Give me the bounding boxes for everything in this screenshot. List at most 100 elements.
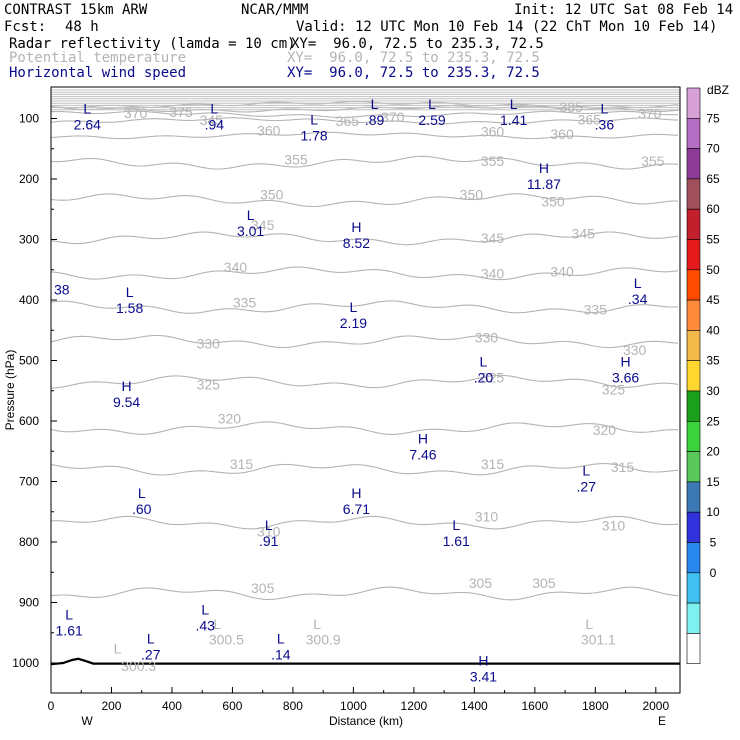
header: CONTRAST 15km ARW NCAR/MMM Init: 12 UTC … — [0, 0, 740, 84]
theta-label: 335 — [233, 294, 257, 310]
wind-extremum-low: L — [138, 485, 146, 501]
y-tick-label: 300 — [19, 233, 39, 247]
wind-extremum-high: H — [478, 652, 488, 668]
y-tick-label: 600 — [19, 414, 39, 428]
wind-extremum-value: 9.54 — [113, 394, 140, 410]
x-tick-label: 1600 — [521, 699, 548, 713]
wind-extremum-high: H — [122, 378, 132, 394]
colorbar-swatch — [686, 542, 701, 574]
colorbar-level: 25 — [706, 414, 720, 428]
wind-extremum-value: .34 — [628, 291, 648, 307]
theta-label: 315 — [481, 456, 505, 472]
wind-extremum-value: 1.61 — [56, 622, 83, 638]
x-axis-left-end: W — [81, 714, 93, 728]
forecast-label: Fcst: — [4, 19, 47, 35]
theta-label: 355 — [481, 153, 505, 169]
colorbar-swatch — [686, 118, 701, 149]
terrain-line — [50, 657, 680, 666]
theta-label: 310 — [602, 518, 626, 534]
theta-label: 375 — [169, 104, 193, 120]
theta-label: 360 — [550, 126, 574, 142]
isentrope-355 — [50, 155, 679, 170]
x-tick-label: 2000 — [642, 699, 669, 713]
colorbar-swatch — [686, 87, 701, 119]
theta-label: 365 — [578, 112, 602, 128]
theta-label: 370 — [638, 106, 662, 122]
x-tick-label: 1400 — [461, 699, 488, 713]
wind-extremum-high: H — [418, 430, 428, 446]
wind-extremum-value: 1.61 — [443, 533, 470, 549]
init-time: Init: 12 UTC Sat 08 Feb 14 — [514, 2, 734, 18]
theta-label: 345 — [572, 225, 596, 241]
theta-label: 300.9 — [306, 631, 341, 647]
wind-extremum-value: .14 — [271, 647, 291, 663]
theta-label: 350 — [260, 187, 284, 203]
wind-extremum-low: L — [201, 602, 209, 618]
x-tick-label: 0 — [48, 699, 55, 713]
wind-extremum-value: .94 — [205, 117, 225, 133]
isentrope-320 — [50, 421, 679, 435]
axes: 0 200 400 600 800 1000 1200 1400 1600 1800 2000 100… — [12, 112, 669, 714]
colorbar-swatch — [686, 148, 701, 180]
colorbar-level: 0 — [710, 566, 717, 580]
wind-extremum-low: L — [350, 299, 358, 315]
theta-label: 370 — [124, 105, 148, 121]
y-tick-label: 1000 — [12, 656, 39, 670]
colorbar-swatch — [686, 330, 701, 361]
theta-label: 385 — [559, 99, 583, 115]
colorbar-level: 30 — [706, 384, 720, 398]
wind-extremum-low: L — [310, 112, 318, 128]
colorbar-swatch — [686, 178, 701, 210]
x-tick-label: 200 — [101, 699, 121, 713]
theta-label: 300.3 — [121, 658, 156, 674]
theta-label: 350 — [460, 187, 484, 203]
x-tick-label: 400 — [162, 699, 182, 713]
wind-extremum-value: .91 — [259, 533, 279, 549]
field-wind-name: Horizontal wind speed — [9, 65, 187, 81]
colorbar-level: 55 — [706, 233, 720, 247]
wind-extremum-low: L — [371, 96, 379, 112]
wind-edge-value: 38 — [54, 282, 70, 298]
wind-extremum-value: .43 — [195, 618, 215, 634]
wind-extremum-value: .89 — [365, 112, 385, 128]
theta-label: 370 — [381, 109, 405, 125]
colorbar-unit: dBZ — [707, 83, 729, 97]
colorbar-swatch — [686, 481, 701, 513]
wind-extrema: L2.64L.94 L1.78L.89L2.59L1.41L.36H11.87L3… — [54, 96, 648, 685]
x-tick-label: 800 — [283, 699, 303, 713]
colorbar-swatch — [686, 299, 701, 331]
model-name: CONTRAST 15km ARW — [4, 2, 148, 18]
theta-label: 355 — [284, 152, 308, 168]
wind-extremum-value: 3.41 — [470, 668, 497, 684]
wind-extremum-low: L — [265, 517, 273, 533]
theta-label: 305 — [251, 580, 275, 596]
theta-label: 310 — [257, 524, 281, 540]
colorbar-level: 40 — [706, 323, 720, 337]
wind-extremum-high: H — [351, 219, 361, 235]
colorbar-level: 10 — [706, 505, 720, 519]
colorbar-level: 70 — [706, 142, 720, 156]
wind-extremum-value: 1.58 — [116, 300, 143, 316]
wind-extremum-low: L — [126, 284, 134, 300]
theta-label: 345 — [481, 230, 505, 246]
wind-extremum-low: L — [83, 101, 91, 117]
field-wind-xy: XY= 96.0, 72.5 to 235.3, 72.5 — [287, 65, 540, 81]
theta-label: 320 — [218, 410, 242, 426]
wind-extremum-high: H — [351, 485, 361, 501]
x-tick-label: 1200 — [401, 699, 428, 713]
valid-time: Valid: 12 UTC Mon 10 Feb 14 (22 ChT Mon … — [296, 19, 718, 35]
theta-extremum-letter: L — [585, 616, 593, 632]
theta-extremum-letter: L — [313, 616, 321, 632]
wind-extremum-value: 1.41 — [500, 112, 527, 128]
colorbar-level: 75 — [706, 111, 720, 125]
isentrope-365 — [50, 117, 679, 125]
y-tick-label: 200 — [19, 172, 39, 186]
theta-label: 345 — [200, 112, 224, 128]
theta-label: 305 — [532, 575, 556, 591]
theta-label: 350 — [541, 193, 565, 209]
colorbar-swatch — [686, 239, 701, 271]
colorbar-swatch — [686, 451, 701, 483]
theta-label: 330 — [197, 335, 221, 351]
